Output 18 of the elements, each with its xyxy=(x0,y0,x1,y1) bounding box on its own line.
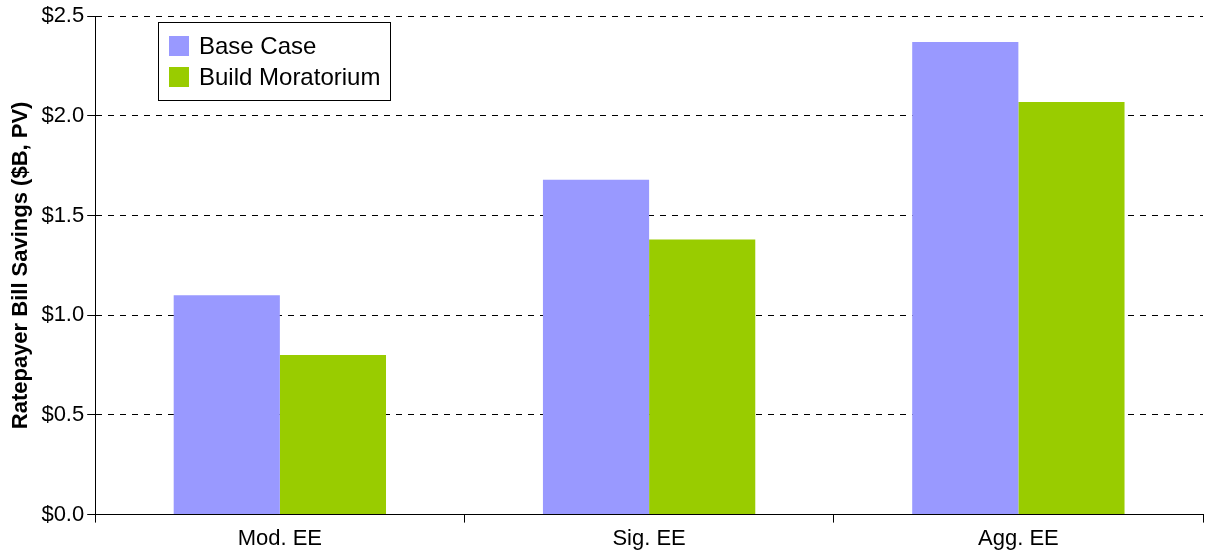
bar xyxy=(1018,101,1125,515)
y-axis-title: Ratepayer Bill Savings ($B, PV) xyxy=(7,101,33,430)
y-tick-label: $2.5 xyxy=(41,2,85,28)
bar xyxy=(542,179,650,515)
y-tick-label: $2.0 xyxy=(41,101,85,127)
bar xyxy=(279,355,387,515)
bar xyxy=(173,295,280,515)
x-tick-label: Mod. EE xyxy=(237,524,323,550)
x-tick-label: Agg. EE xyxy=(978,524,1059,550)
legend-label: Base Case xyxy=(199,32,317,60)
y-tick-label: $1.5 xyxy=(41,201,85,227)
y-tick-label: $0.5 xyxy=(41,400,85,426)
bar xyxy=(649,239,756,515)
legend-label: Build Moratorium xyxy=(199,63,381,91)
x-tick-label: Sig. EE xyxy=(612,524,686,550)
y-tick-label: $1.0 xyxy=(41,301,85,327)
bar xyxy=(912,42,1019,515)
y-tick-label: $0.0 xyxy=(41,500,85,526)
